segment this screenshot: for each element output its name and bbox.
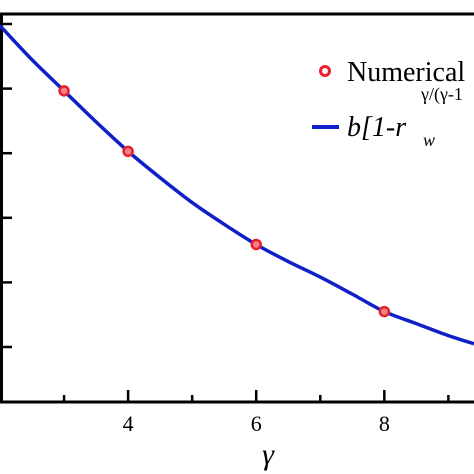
x-tick-label: 8 — [379, 411, 390, 436]
legend-label-fit: b[1-r — [347, 112, 406, 143]
x-tick-labels: 4 6 8 — [123, 411, 390, 436]
x-tick-label: 6 — [251, 411, 262, 436]
legend-fit-subscript: w — [423, 130, 435, 150]
legend-fit-b: b[1-r — [347, 112, 406, 143]
plot-frame — [0, 12, 474, 404]
legend-marker-numerical — [319, 65, 331, 77]
series-layer — [0, 24, 474, 346]
data-point — [250, 238, 262, 251]
x-ticks — [0, 390, 450, 402]
x-axis-title: γ — [262, 438, 275, 471]
fit-curve — [0, 24, 474, 346]
legend-fit-superscript: γ/(γ-1 — [420, 84, 463, 105]
data-point — [58, 85, 70, 97]
data-point — [122, 145, 134, 158]
y-ticks — [0, 22, 12, 349]
x-tick-label: 4 — [123, 411, 134, 436]
legend-label-numerical: Numerical — [347, 57, 465, 88]
legend: Numerical b[1-r w γ/(γ-1 — [312, 57, 465, 150]
data-point — [378, 305, 391, 318]
